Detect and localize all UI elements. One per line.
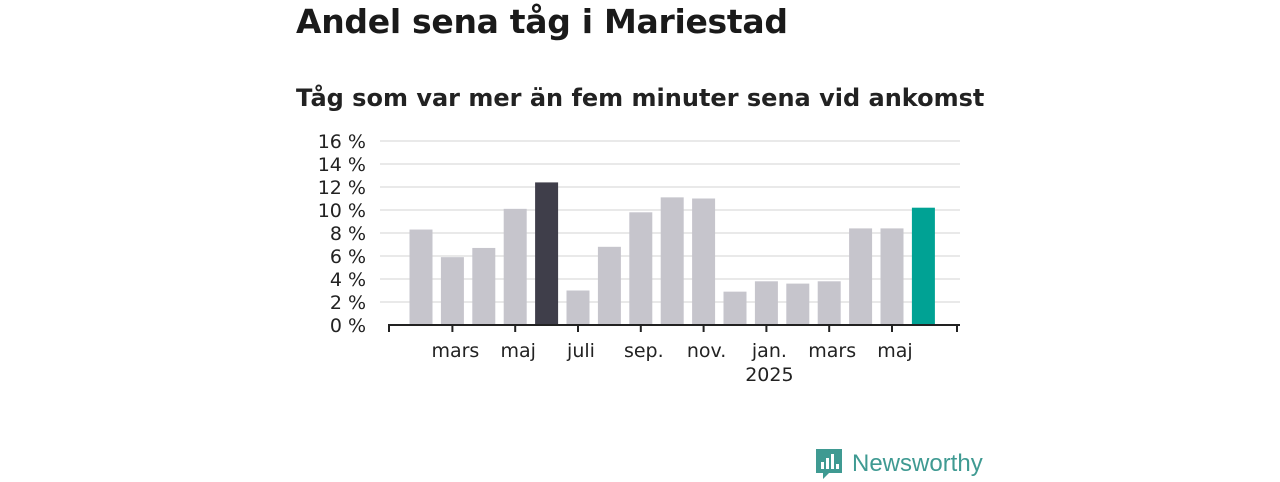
bar: [911, 207, 935, 325]
y-tick-label: 2 %: [330, 292, 366, 314]
y-tick-label: 12 %: [318, 177, 366, 199]
bar: [566, 290, 590, 325]
y-tick-label: 10 %: [318, 200, 366, 222]
bar: [880, 228, 904, 325]
bar: [754, 281, 778, 325]
x-axis: [388, 324, 960, 332]
chart-subtitle: Tåg som var mer än fem minuter sena vid …: [296, 84, 985, 112]
chart-title: Andel sena tåg i Mariestad: [296, 2, 788, 41]
bar: [440, 257, 464, 325]
y-tick-label: 16 %: [318, 131, 366, 153]
x-tick-label: mars: [431, 340, 479, 362]
x-tick-label: jan.: [751, 340, 787, 362]
y-tick-label: 4 %: [330, 269, 366, 291]
bar: [629, 212, 653, 325]
x-tick-label: mars: [808, 340, 856, 362]
x-tick-label: sep.: [624, 340, 664, 362]
x-tick-label: nov.: [687, 340, 726, 362]
y-tick-label: 0 %: [330, 315, 366, 337]
y-tick-label: 14 %: [318, 154, 366, 176]
bar: [535, 182, 559, 325]
bar: [786, 283, 810, 325]
bar: [503, 208, 527, 325]
bars: [409, 182, 935, 325]
y-tick-label: 8 %: [330, 223, 366, 245]
newsworthy-logo-icon: [816, 449, 842, 479]
brand-name: Newsworthy: [852, 450, 983, 477]
bar: [472, 247, 496, 325]
bar: [692, 198, 716, 325]
bar: [597, 246, 621, 325]
bar: [723, 291, 747, 325]
x-tick-label: maj: [877, 340, 912, 362]
brand-logo: Newsworthy: [814, 446, 983, 482]
x-tick-year-label: 2025: [745, 364, 793, 386]
bar-chart: 0 %2 %4 %6 %8 %10 %12 %14 %16 % mars maj j…: [318, 131, 960, 386]
y-axis-labels: 0 %2 %4 %6 %8 %10 %12 %14 %16 %: [318, 131, 366, 337]
bar: [849, 228, 873, 325]
x-tick-label: maj: [500, 340, 535, 362]
y-tick-label: 6 %: [330, 246, 366, 268]
bar: [817, 281, 841, 325]
x-tick-label: juli: [566, 340, 595, 362]
bar: [409, 229, 433, 325]
bar: [660, 197, 684, 325]
